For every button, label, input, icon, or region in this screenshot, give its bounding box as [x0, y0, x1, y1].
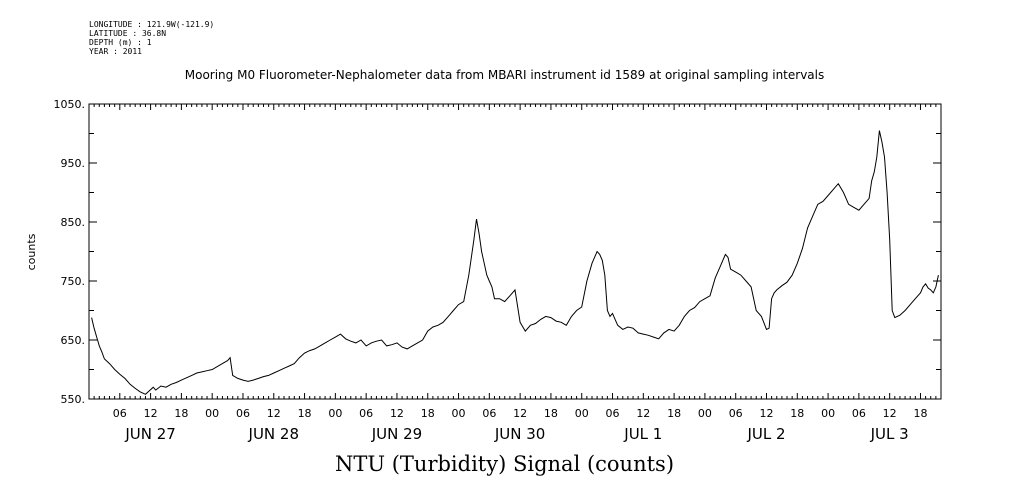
- day-label: JUN 27: [124, 425, 175, 443]
- hour-tick-label: 18: [421, 407, 435, 420]
- meta-depth: DEPTH (m) : 1: [89, 38, 152, 47]
- hour-tick-label: 00: [575, 407, 589, 420]
- hour-tick-label: 00: [698, 407, 712, 420]
- hour-tick-label: 18: [298, 407, 312, 420]
- day-label: JUN 30: [494, 425, 545, 443]
- hour-tick-label: 18: [913, 407, 927, 420]
- hour-tick-label: 18: [544, 407, 558, 420]
- hour-tick-label: 18: [174, 407, 188, 420]
- hour-tick-label: 06: [606, 407, 620, 420]
- x-axis-title: NTU (Turbidity) Signal (counts): [334, 452, 675, 476]
- hour-tick-label: 06: [482, 407, 496, 420]
- day-label: JUN 29: [371, 425, 422, 443]
- y-tick-label: 650.: [61, 334, 86, 347]
- y-tick-label: 950.: [61, 157, 86, 170]
- hour-tick-label: 00: [452, 407, 466, 420]
- hour-tick-label: 18: [790, 407, 804, 420]
- y-axis-title: counts: [25, 233, 38, 270]
- day-label: JUN 28: [248, 425, 299, 443]
- hour-tick-label: 12: [267, 407, 281, 420]
- meta-latitude: LATITUDE : 36.8N: [89, 29, 167, 38]
- hour-tick-label: 00: [205, 407, 219, 420]
- hour-tick-label: 06: [852, 407, 866, 420]
- metadata-block: LONGITUDE : 121.9W(-121.9) LATITUDE : 36…: [89, 20, 214, 56]
- label-layer: 550. 650. 750. 850. 950. 1050. 06 12 18 00 06 12 18 0…: [54, 98, 928, 443]
- day-label: JUL 2: [746, 425, 785, 443]
- y-tick-label: 850.: [61, 216, 86, 229]
- meta-longitude: LONGITUDE : 121.9W(-121.9): [89, 20, 215, 29]
- hour-tick-label: 18: [667, 407, 681, 420]
- hour-tick-label: 12: [636, 407, 650, 420]
- day-label: JUL 3: [870, 425, 909, 443]
- day-label: JUL 1: [623, 425, 662, 443]
- plot-frame: [88, 103, 942, 400]
- tick-layer: [88, 103, 942, 400]
- hour-tick-label: 06: [236, 407, 250, 420]
- series-line: [91, 130, 939, 395]
- hour-tick-label: 00: [821, 407, 835, 420]
- y-tick-label: 1050.: [54, 98, 86, 111]
- chart-title: Mooring M0 Fluorometer-Nephalometer data…: [184, 68, 825, 82]
- hour-tick-label: 12: [883, 407, 897, 420]
- y-tick-label: 750.: [61, 275, 86, 288]
- y-tick-label: 550.: [61, 393, 86, 406]
- hour-tick-label: 12: [759, 407, 773, 420]
- hour-tick-label: 06: [729, 407, 743, 420]
- hour-tick-label: 12: [390, 407, 404, 420]
- hour-tick-label: 12: [144, 407, 158, 420]
- meta-year: YEAR : 2011: [89, 47, 142, 56]
- hour-tick-label: 06: [113, 407, 127, 420]
- hour-tick-label: 00: [328, 407, 342, 420]
- hour-tick-label: 12: [513, 407, 527, 420]
- hour-tick-label: 06: [359, 407, 373, 420]
